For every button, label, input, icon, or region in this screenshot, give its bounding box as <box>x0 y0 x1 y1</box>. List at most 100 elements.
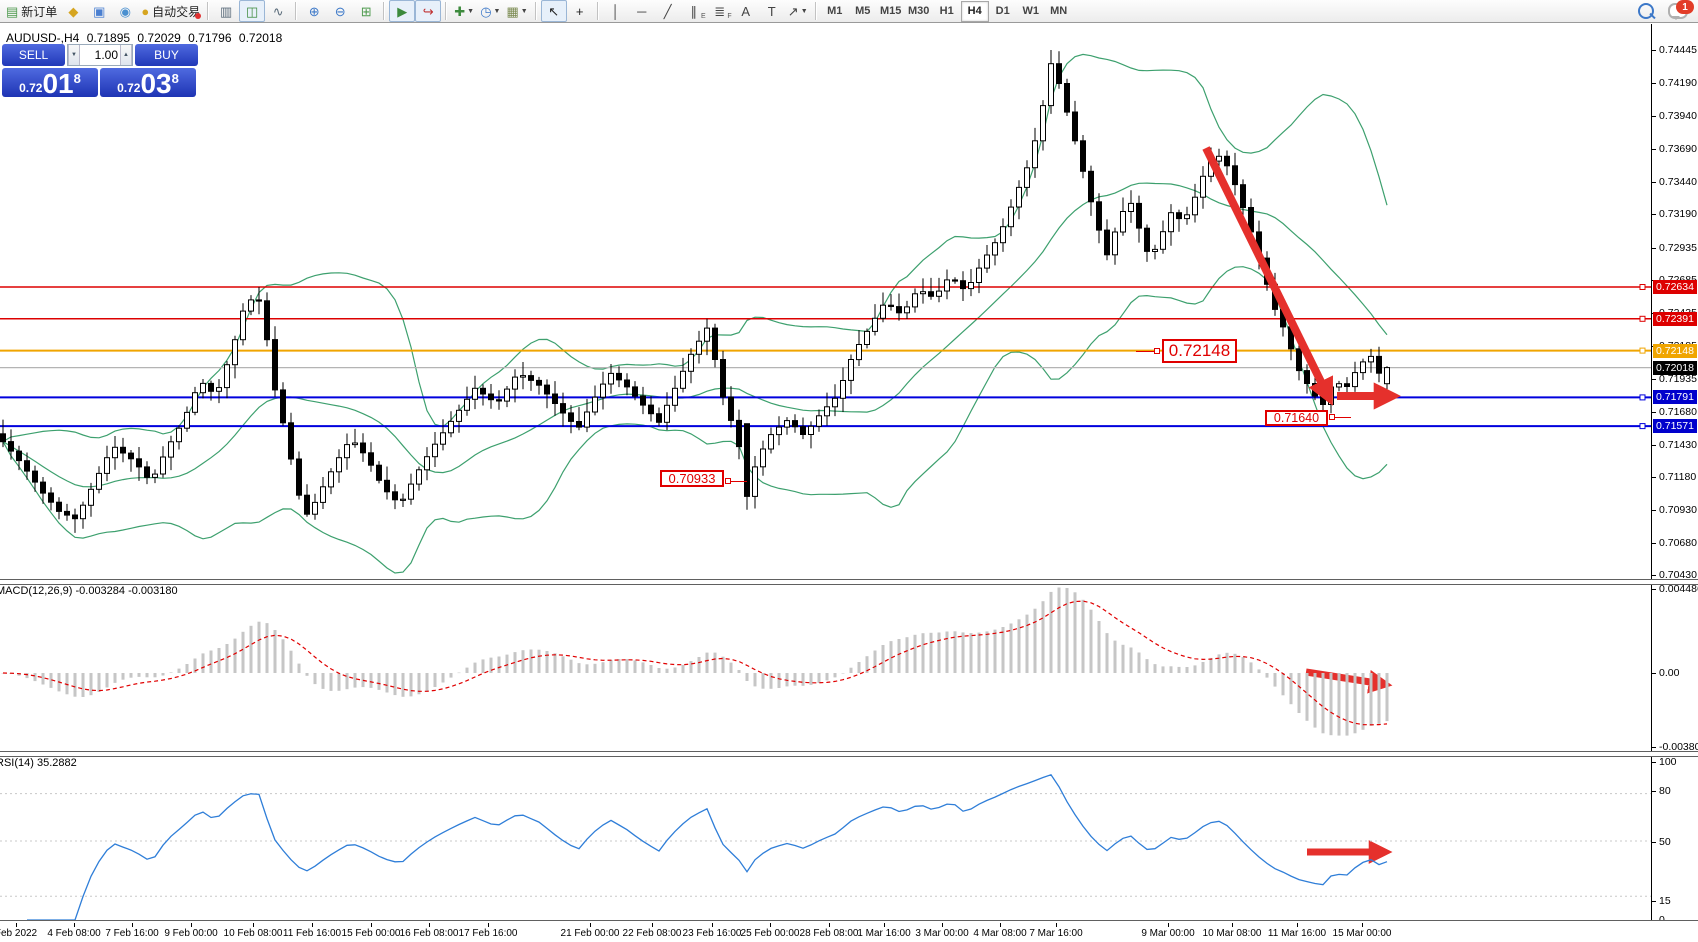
time-label[interactable]: 17 Feb 16:00 <box>458 928 518 939</box>
line-chart-button[interactable]: ∿ <box>265 0 291 22</box>
time-label[interactable]: 15 Mar 00:00 <box>1332 928 1392 939</box>
tile-windows-button[interactable]: ⊞ <box>353 0 379 22</box>
price-callout[interactable]: 0.72148 <box>1162 339 1237 363</box>
horizontal-line-button[interactable]: ─ <box>629 0 655 22</box>
downtrend-arrow[interactable] <box>1202 146 1333 406</box>
toolbar-separator <box>207 2 210 20</box>
autotrading-button[interactable]: ● 自动交易 <box>138 0 203 22</box>
callout-anchor <box>1154 348 1160 354</box>
pane-separator[interactable] <box>0 751 1698 757</box>
time-label[interactable]: 11 Feb 16:00 <box>282 928 342 939</box>
time-label[interactable]: 16 Feb 08:00 <box>399 928 459 939</box>
timeframe-m5[interactable]: M5 <box>855 5 871 17</box>
time-label[interactable]: 15 Feb 00:00 <box>341 928 401 939</box>
timeframe-m15[interactable]: M15 <box>880 5 902 17</box>
macd-panel[interactable] <box>0 583 1652 752</box>
ohlc-low: 0.71796 <box>188 31 232 45</box>
price-callout[interactable]: 0.71640 <box>1265 410 1328 426</box>
callout-connector <box>731 481 747 482</box>
time-label[interactable]: 28 Feb 08:00 <box>799 928 859 939</box>
timeframe-m30[interactable]: M30 <box>908 5 930 17</box>
timeframe-d1[interactable]: D1 <box>995 5 1010 17</box>
signals-icon[interactable]: ◉ <box>112 0 138 22</box>
timeframe-w1[interactable]: W1 <box>1022 5 1039 17</box>
rsi-panel[interactable] <box>0 755 1652 921</box>
chart-window-icon[interactable]: ◆ <box>60 0 86 22</box>
time-label[interactable]: 1 Mar 16:00 <box>857 928 911 939</box>
line-chart-icon: ∿ <box>272 3 284 19</box>
time-label[interactable]: 10 Mar 08:00 <box>1202 928 1262 939</box>
candlestick-chart-button[interactable]: ◫ <box>239 0 266 22</box>
price-tick-label: 0.70430 <box>1659 569 1697 582</box>
arrows-button[interactable]: ↗ ▼ <box>787 3 808 19</box>
time-label[interactable]: 21 Feb 00:00 <box>560 928 620 939</box>
text-label-button[interactable]: T <box>759 0 785 22</box>
time-tick <box>1000 923 1001 927</box>
time-label[interactable]: 9 Feb 00:00 <box>164 928 218 939</box>
price-tick-label-tick <box>1652 575 1656 577</box>
autoscroll-button[interactable]: ▶ <box>389 0 416 22</box>
time-label[interactable]: 9 Mar 00:00 <box>1141 928 1195 939</box>
bar-chart-icon: ▥ <box>220 3 233 19</box>
time-label[interactable]: 11 Mar 16:00 <box>1267 928 1327 939</box>
pane-separator <box>0 920 1698 923</box>
time-label[interactable]: 10 Feb 08:00 <box>223 928 283 939</box>
time-tick <box>652 923 653 927</box>
templates-button[interactable]: ▦ ▼ <box>506 3 528 19</box>
sell-button[interactable]: SELL <box>2 44 65 66</box>
timeframe-h1[interactable]: H1 <box>939 5 954 17</box>
bollinger-bands <box>2 53 1388 574</box>
periods-button[interactable]: ◷ ▼ <box>480 3 501 19</box>
chart-shift-button[interactable]: ↪ <box>415 0 442 22</box>
time-label[interactable]: 3 Mar 00:00 <box>915 928 969 939</box>
macd-signal-line <box>2 600 1388 726</box>
vertical-line-icon: │ <box>611 3 620 19</box>
channel-button[interactable]: ∥ E <box>690 3 706 21</box>
trendline-button[interactable]: ╱ <box>655 0 681 22</box>
volume-input[interactable] <box>80 45 120 65</box>
volume-down-button[interactable]: ▼ <box>68 45 80 65</box>
time-tick <box>1056 923 1057 927</box>
time-label[interactable]: 23 Feb 16:00 <box>682 928 742 939</box>
crosshair-button[interactable]: + <box>567 0 593 22</box>
time-label[interactable]: Feb 2022 <box>0 928 38 939</box>
rsi-tick-label: 80 <box>1659 785 1671 797</box>
fibonacci-icon: ≣ <box>714 3 726 19</box>
zoom-in-button[interactable]: ⊕ <box>301 0 327 22</box>
bar-chart-button[interactable]: ▥ <box>213 0 239 22</box>
timeframe-mn[interactable]: MN <box>1050 5 1068 17</box>
timeframe-m1[interactable]: M1 <box>827 5 843 17</box>
new-order-button[interactable]: ▤ 新订单 <box>3 0 60 22</box>
time-label[interactable]: 22 Feb 08:00 <box>622 928 682 939</box>
price-callout[interactable]: 0.70933 <box>660 470 724 487</box>
ohlc-open: 0.71895 <box>86 31 131 45</box>
time-label[interactable]: 4 Mar 08:00 <box>973 928 1027 939</box>
cursor-button[interactable]: ↖ <box>540 0 567 22</box>
sell-price[interactable]: 0.72 01 8 <box>2 68 98 98</box>
time-label[interactable]: 7 Feb 16:00 <box>105 928 159 939</box>
rsi-tick-label: 100 <box>1659 756 1677 768</box>
zoom-out-button[interactable]: ⊖ <box>327 0 353 22</box>
buy-price[interactable]: 0.72 03 8 <box>100 68 196 98</box>
text-button[interactable]: A <box>733 0 759 22</box>
indicators-button[interactable]: ✚ ▼ <box>454 3 475 19</box>
chat-icon[interactable]: 1 <box>1668 0 1694 20</box>
price-axis[interactable]: 0.74445 0.74190 0.73940 0.73690 0.73440 0.731… <box>1651 24 1698 926</box>
timeframe-h4[interactable]: H4 <box>960 0 989 22</box>
vertical-line-button[interactable]: │ <box>603 0 629 22</box>
toolbar-separator <box>295 2 298 20</box>
search-icon[interactable] <box>1638 3 1654 19</box>
main-price-chart[interactable] <box>0 24 1652 580</box>
time-label[interactable]: 7 Mar 16:00 <box>1029 928 1083 939</box>
time-axis[interactable]: Feb 2022 4 Feb 08:00 7 Feb 16:00 9 Feb 00:0… <box>0 923 1698 942</box>
horizontal-line-icon: ─ <box>637 3 647 19</box>
pane-separator[interactable] <box>0 579 1698 585</box>
time-label[interactable]: 25 Feb 00:00 <box>740 928 800 939</box>
price-tick-label: 0.74445 <box>1659 44 1697 56</box>
fibonacci-button[interactable]: ≣ F <box>714 3 732 21</box>
volume-up-button[interactable]: ▲ <box>120 45 132 65</box>
time-label[interactable]: 4 Feb 08:00 <box>47 928 101 939</box>
data-window-icon[interactable]: ▣ <box>86 0 112 22</box>
volume-stepper: ▼ ▲ <box>67 44 133 66</box>
buy-button[interactable]: BUY <box>135 44 198 66</box>
